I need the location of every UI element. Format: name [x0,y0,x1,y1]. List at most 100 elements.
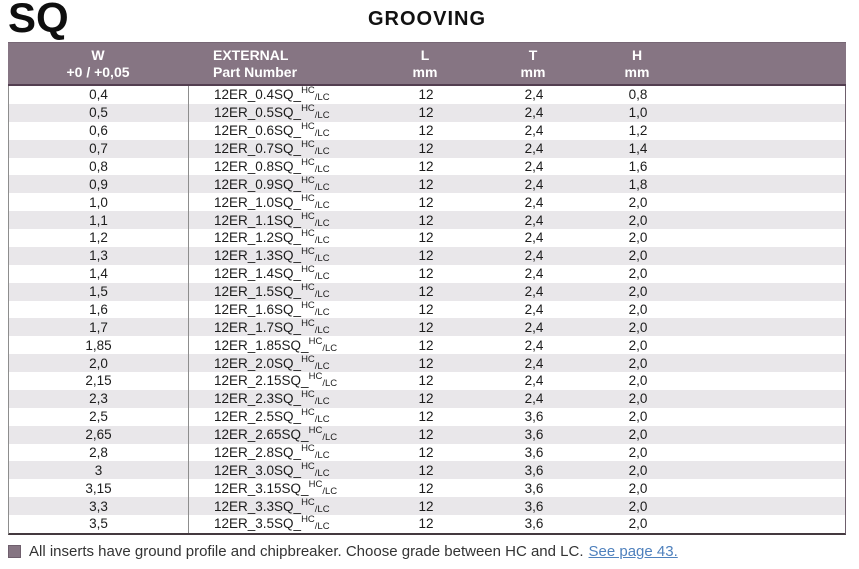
cell-t: 2,4 [524,248,544,264]
grade-lc: /LC [314,306,330,318]
table-row: 3,3 12ER_3.3SQ_ HC/LC 12 3,6 2,0 [9,497,845,515]
cell-t: 2,4 [524,176,544,192]
grade-lc: /LC [314,146,330,158]
cell-t: 3,6 [524,480,544,496]
cell-w: 1,2 [9,229,189,247]
cell-part-number: 12ER_1.1SQ_ HC/LC [214,210,330,229]
grade-hc: HC [308,335,323,347]
cell-part-number: 12ER_0.4SQ_ HC/LC [214,85,330,104]
cell-h: 1,6 [628,158,648,174]
cell-spacer [689,175,845,193]
cell-t: 2,4 [524,105,544,121]
cell-h: 2,0 [628,480,648,496]
grade-hc: HC [301,299,315,311]
grade-hc: HC [301,139,315,151]
grade-hc: HC [301,103,315,115]
cell-part-number: 12ER_0.7SQ_ HC/LC [214,139,330,158]
header-w-tolerance: +0 / +0,05 [66,63,130,80]
cell-part-number: 12ER_1.3SQ_ HC/LC [214,246,330,265]
cell-w: 2,8 [9,443,189,462]
note-bullet-icon [8,545,21,558]
cell-l: 12 [418,87,434,103]
cell-l: 12 [418,480,434,496]
cell-w: 0,9 [9,175,189,194]
cell-spacer [689,497,845,515]
cell-spacer [689,229,845,247]
cell-t: 3,6 [524,427,544,443]
cell-part-number: 12ER_1.6SQ_ HC/LC [214,299,330,318]
grade-lc: /LC [314,110,330,122]
cell-spacer [689,318,845,336]
grade-lc: /LC [314,467,330,479]
cell-spacer [689,193,845,211]
table-row: 2,65 12ER_2.65SQ_ HC/LC 12 3,6 2,0 [9,425,845,444]
cell-t: 2,4 [524,158,544,174]
grade-lc: /LC [314,414,330,426]
grade-hc: HC [301,192,315,204]
cell-w: 1,85 [9,336,189,355]
cell-w: 1,4 [9,264,189,283]
cell-t: 2,4 [524,284,544,300]
cell-l: 12 [418,212,434,228]
grade-hc: HC [301,442,315,454]
see-page-link[interactable]: See page 43. [588,543,678,560]
cell-t: 2,4 [524,391,544,407]
table-row: 1,4 12ER_1.4SQ_ HC/LC 12 2,4 2,0 [9,264,845,283]
header-part-number: EXTERNAL Part Number [188,47,370,81]
cell-part-number: 12ER_2.15SQ_ HC/LC [214,371,338,390]
cell-l: 12 [418,427,434,443]
cell-t: 2,4 [524,355,544,371]
cell-spacer [689,515,845,533]
cell-w: 3,3 [9,497,189,515]
cell-h: 2,0 [628,355,648,371]
cell-t: 2,4 [524,194,544,210]
cell-w: 3 [9,461,189,480]
header-t-label: T [528,46,538,63]
cell-h: 2,0 [628,462,648,478]
cell-part-number: 12ER_2.8SQ_ HC/LC [214,442,330,461]
cell-l: 12 [418,319,434,335]
cell-t: 2,4 [524,337,544,353]
table-row: 3,15 12ER_3.15SQ_ HC/LC 12 3,6 2,0 [9,478,845,498]
header-part-line1: EXTERNAL [213,46,289,63]
grade-hc: HC [301,353,315,365]
cell-t: 3,6 [524,462,544,478]
header-l-label: L [420,46,430,63]
cell-l: 12 [418,462,434,478]
grade-hc: HC [301,121,315,133]
cell-spacer [689,426,845,444]
cell-h: 2,0 [628,427,648,443]
header-h-label: H [631,46,643,63]
footnote-text: All inserts have ground profile and chip… [29,543,584,560]
cell-l: 12 [418,355,434,371]
cell-spacer [689,86,845,104]
cell-l: 12 [418,266,434,282]
cell-h: 2,0 [628,516,648,532]
cell-t: 2,4 [524,230,544,246]
cell-w: 1,6 [9,300,189,319]
cell-spacer [689,247,845,265]
cell-w: 1,5 [9,282,189,301]
cell-w: 2,65 [9,425,189,444]
cell-t: 2,4 [524,266,544,282]
cell-h: 1,8 [628,176,648,192]
cell-h: 2,0 [628,391,648,407]
cell-part-number: 12ER_3.0SQ_ HC/LC [214,460,330,479]
cell-t: 2,4 [524,212,544,228]
table-row: 2,0 12ER_2.0SQ_ HC/LC 12 2,4 2,0 [9,354,845,372]
cell-l: 12 [418,176,434,192]
cell-w: 1,7 [9,318,189,337]
cell-h: 2,0 [628,248,648,264]
cell-spacer [689,479,845,497]
grade-lc: /LC [314,217,330,229]
header-w: W +0 / +0,05 [8,47,188,81]
table-row: 1,85 12ER_1.85SQ_ HC/LC 12 2,4 2,0 [9,335,845,355]
cell-part-number: 12ER_3.15SQ_ HC/LC [214,478,338,497]
grade-hc: HC [301,282,315,294]
cell-w: 1,0 [9,193,189,212]
cell-h: 2,0 [628,337,648,353]
table-row: 0,7 12ER_0.7SQ_ HC/LC 12 2,4 1,4 [9,139,845,158]
cell-h: 2,0 [628,266,648,282]
table-row: 0,6 12ER_0.6SQ_ HC/LC 12 2,4 1,2 [9,121,845,140]
cell-h: 2,0 [628,301,648,317]
